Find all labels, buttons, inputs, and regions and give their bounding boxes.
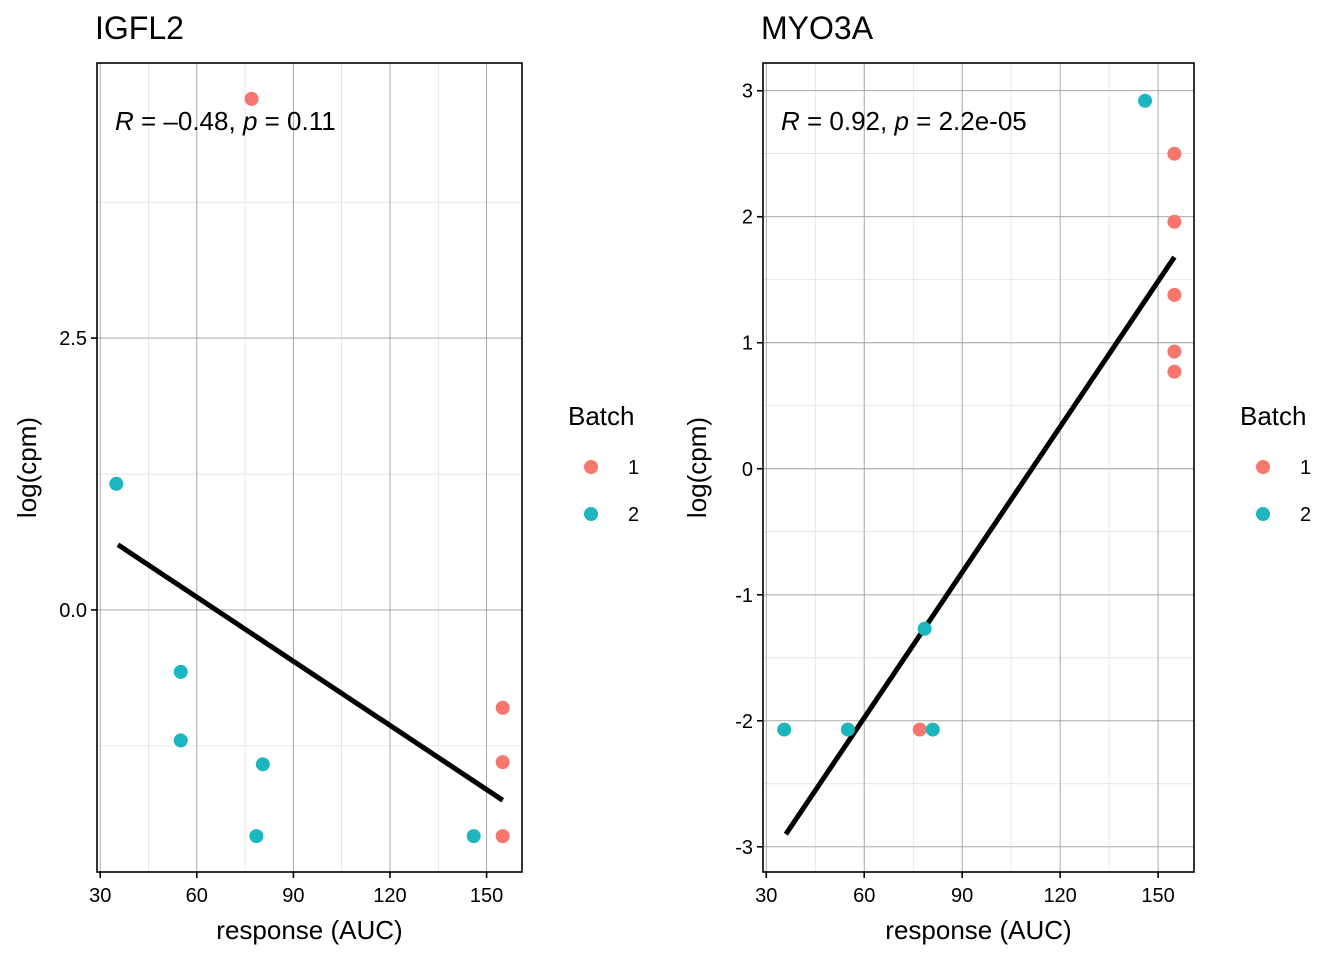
chart-0-point-batch1-3 (495, 829, 510, 844)
chart-0-legend-title: Batch (568, 401, 635, 431)
chart-1-legend-key-1 (1256, 460, 1270, 474)
chart-1-y-tick-label-4: 1 (742, 333, 753, 355)
chart-1-legend-key-2 (1256, 507, 1270, 521)
chart-1-x-tick-label-3: 120 (1043, 885, 1076, 907)
chart-0-point-batch2-1 (173, 664, 188, 679)
chart-1-point-batch1-3 (1167, 344, 1182, 359)
chart-0-point-batch2-3 (255, 757, 270, 772)
chart-0-point-batch2-0 (109, 476, 124, 491)
chart-1-point-batch1-4 (1167, 364, 1182, 379)
chart-0-x-tick-label-4: 150 (470, 885, 503, 907)
chart-1-x-axis-label: response (AUC) (885, 915, 1071, 945)
chart-1-y-axis-label: log(cpm) (682, 417, 712, 518)
chart-0-point-batch1-1 (495, 700, 510, 715)
chart-0-panel-border (96, 62, 523, 873)
chart-0-y-tick-label-1: 2.5 (59, 328, 87, 350)
chart-0-x-tick-label-1: 60 (186, 885, 208, 907)
chart-1-x-tick-label-2: 90 (951, 885, 973, 907)
chart-1-point-batch2-2 (777, 722, 792, 737)
chart-1-y-tick-label-6: 3 (742, 81, 753, 103)
chart-1-legend-label-1: 1 (1300, 457, 1311, 479)
chart-1-point-batch2-1 (917, 621, 932, 636)
chart-1-y-tick-label-3: 0 (742, 459, 753, 481)
chart-0-correlation-annotation: R = –0.48, p = 0.11 (115, 106, 336, 136)
chart-0-point-batch1-0 (244, 91, 259, 106)
chart-1-point-batch2-3 (840, 722, 855, 737)
chart-0-point-batch2-5 (466, 829, 481, 844)
chart-1-regression-line (783, 255, 1177, 836)
chart-1-point-batch1-1 (1167, 214, 1182, 229)
chart-0-legend-label-2: 2 (628, 504, 639, 526)
chart-1-group: 30 60 90 120 150 -3 -2 -1 0 1 2 3 MYO3A R = 0.92, p =… (682, 10, 1311, 945)
chart-1-title: MYO3A (761, 10, 874, 46)
chart-0-legend-key-1 (584, 460, 598, 474)
chart-1-correlation-annotation: R = 0.92, p = 2.2e-05 (781, 106, 1027, 136)
chart-1-point-batch1-0 (1167, 146, 1182, 161)
chart-0-point-batch2-2 (173, 733, 188, 748)
chart-1-y-tick-label-2: -1 (735, 585, 753, 607)
chart-0-title: IGFL2 (95, 10, 184, 46)
chart-0-x-tick-label-2: 90 (282, 885, 304, 907)
chart-1-y-tick-label-5: 2 (742, 207, 753, 229)
chart-1-legend-label-2: 2 (1300, 504, 1311, 526)
chart-1-x-tick-label-1: 60 (853, 885, 875, 907)
chart-1-panel-border (762, 62, 1195, 873)
chart-1-point-batch2-4 (925, 722, 940, 737)
chart-1-x-tick-label-4: 150 (1141, 885, 1174, 907)
chart-0-y-tick-label-0: 0.0 (59, 600, 87, 622)
chart-0-x-axis-label: response (AUC) (216, 915, 402, 945)
chart-0-legend-label-1: 1 (628, 457, 639, 479)
chart-1-legend-title: Batch (1240, 401, 1307, 431)
chart-0-x-tick-label-3: 120 (373, 885, 406, 907)
chart-1-point-batch1-2 (1167, 287, 1182, 302)
chart-0-group: 30 60 90 120 150 0.0 2.5 IGFL2 R = –0.48, p = 0.… (12, 10, 639, 945)
chart-1-point-batch1-5 (912, 722, 927, 737)
chart-1-y-tick-label-1: -2 (735, 711, 753, 733)
chart-0-y-axis-label: log(cpm) (12, 417, 42, 518)
chart-0-point-batch1-2 (495, 755, 510, 770)
chart-1-y-tick-label-0: -3 (735, 837, 753, 859)
chart-0-x-tick-label-0: 30 (89, 885, 111, 907)
chart-1-point-batch2-0 (1138, 93, 1153, 108)
chart-1-x-tick-label-0: 30 (755, 885, 777, 907)
chart-0-point-batch2-4 (249, 829, 264, 844)
chart-0-legend-key-2 (584, 507, 598, 521)
chart-0-regression-line (116, 542, 505, 803)
